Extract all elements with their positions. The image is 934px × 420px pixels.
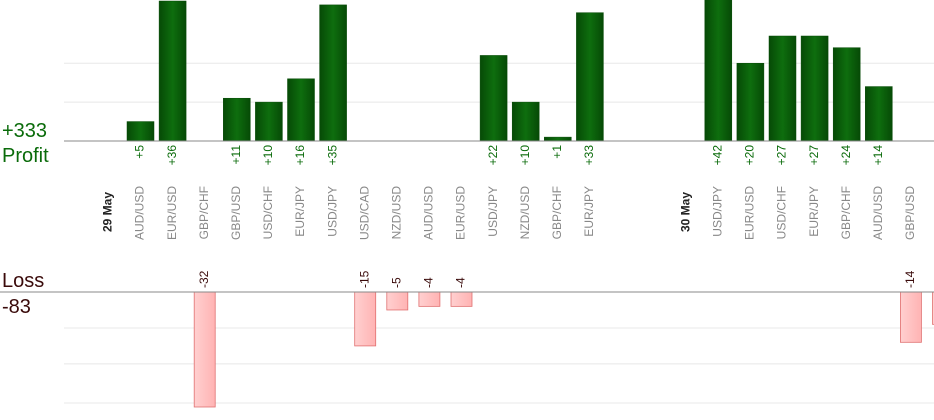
category-label: EUR/JPY (293, 186, 307, 237)
profit-value-label: +14 (871, 145, 885, 166)
loss-bar (450, 291, 473, 307)
profit-value-label: +36 (165, 145, 179, 166)
profit-value-label: +33 (582, 145, 596, 166)
date-label: 29 May (101, 192, 115, 232)
category-label: USD/JPY (710, 186, 724, 237)
profit-bar (126, 121, 155, 142)
profit-value-label: +20 (743, 145, 757, 166)
category-label: NZD/USD (389, 186, 403, 240)
loss-value-label: -4 (422, 277, 436, 288)
category-label: EUR/JPY (807, 186, 821, 237)
profit-value-label: +11 (229, 145, 243, 165)
category-label: AUD/USD (422, 186, 436, 240)
profit-value-label: +1 (550, 145, 564, 159)
profit-label: Profit (2, 145, 49, 167)
profit-bar (223, 97, 251, 142)
category-label: EUR/USD (454, 186, 468, 240)
category-label: GBP/USD (229, 186, 243, 240)
profit-value-label: +42 (710, 145, 724, 166)
category-label: AUD/USD (133, 186, 147, 240)
category-label: GBP/CHF (550, 186, 564, 239)
profit-value-label: +10 (261, 145, 275, 166)
loss-bar (193, 291, 216, 408)
profit-bar (319, 4, 347, 142)
profit-bar (800, 35, 829, 142)
loss-bar (932, 291, 934, 325)
date-label: 30 May (678, 192, 692, 232)
profit-bar (768, 35, 797, 142)
category-label: AUD/USD (871, 186, 885, 240)
profit-total-value: +333 (2, 120, 48, 142)
category-label: USD/JPY (486, 186, 500, 237)
category-label: EUR/USD (165, 186, 179, 240)
profit-value-label: +5 (133, 145, 147, 159)
profit-bar (576, 12, 604, 142)
profit-bar (704, 0, 733, 142)
loss-value-label: -14 (903, 270, 917, 288)
profit-bar (511, 101, 540, 142)
profit-bar (287, 78, 315, 142)
loss-value-label: -15 (357, 270, 371, 288)
category-label: GBP/USD (903, 186, 917, 240)
category-label: USD/CHF (261, 186, 275, 239)
loss-total-value: -83 (2, 296, 31, 318)
category-label: EUR/JPY (582, 186, 596, 237)
loss-bar (418, 291, 441, 307)
category-label: USD/JPY (325, 186, 339, 237)
profit-value-label: +27 (775, 145, 789, 166)
loss-value-label: -4 (454, 277, 468, 288)
profit-bar (544, 136, 572, 142)
loss-bar (354, 291, 377, 347)
loss-value-label: -5 (389, 277, 403, 288)
profit-value-label: +35 (325, 145, 339, 166)
category-label: GBP/CHF (197, 186, 211, 239)
profit-value-label: +10 (518, 145, 532, 166)
category-label: USD/CAD (357, 186, 371, 240)
profit-bar (865, 86, 893, 142)
category-label: NZD/USD (518, 186, 532, 240)
profit-bar (736, 62, 765, 142)
loss-value-label: -32 (197, 270, 211, 288)
profit-value-label: +22 (486, 145, 500, 166)
profit-bar (255, 101, 283, 142)
category-label: EUR/USD (743, 186, 757, 240)
profit-bar (479, 55, 508, 142)
profit-value-label: +16 (293, 145, 307, 166)
profit-value-label: +24 (839, 145, 853, 166)
loss-label: Loss (2, 270, 45, 292)
category-label: GBP/CHF (839, 186, 853, 239)
loss-bar (386, 291, 409, 311)
profit-bar (832, 47, 861, 142)
profit-value-label: +27 (807, 145, 821, 166)
loss-bar (900, 291, 922, 343)
category-label: USD/CHF (775, 186, 789, 239)
profit-bar (158, 0, 187, 142)
